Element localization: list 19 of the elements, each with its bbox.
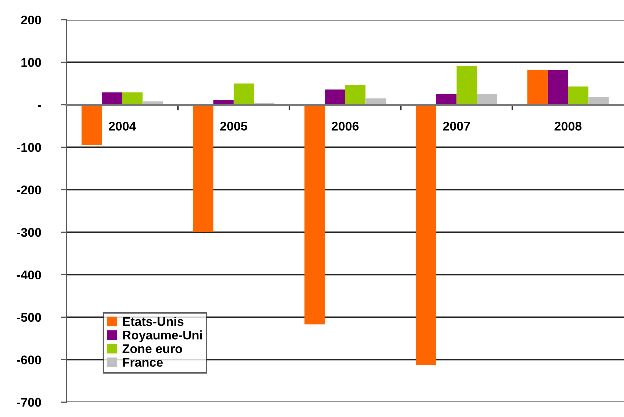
x-tick-label: 2005	[220, 122, 248, 131]
y-tick-label: -600	[17, 356, 42, 365]
x-tick-label: 2007	[443, 122, 470, 131]
y-tick-label: -400	[17, 270, 42, 280]
legend-label: Royaume-Uni	[123, 330, 202, 342]
legend-label: France	[123, 358, 163, 367]
y-tick-label: -	[38, 106, 42, 108]
legend-label: Etats-Unis	[123, 317, 184, 326]
x-tick-label: 2006	[332, 122, 359, 131]
legend-label: Zone euro	[122, 344, 182, 354]
x-tick-label: 2008	[554, 122, 582, 131]
x-tick-label: 2004	[109, 122, 136, 131]
y-tick-label: 200	[21, 16, 42, 25]
y-tick-label: -300	[17, 228, 42, 238]
y-tick-label: -700	[17, 398, 42, 408]
y-tick-label: -200	[17, 186, 42, 195]
y-tick-label: -500	[17, 313, 42, 322]
y-tick-label: -100	[17, 143, 42, 152]
y-tick-label: 100	[22, 58, 42, 68]
